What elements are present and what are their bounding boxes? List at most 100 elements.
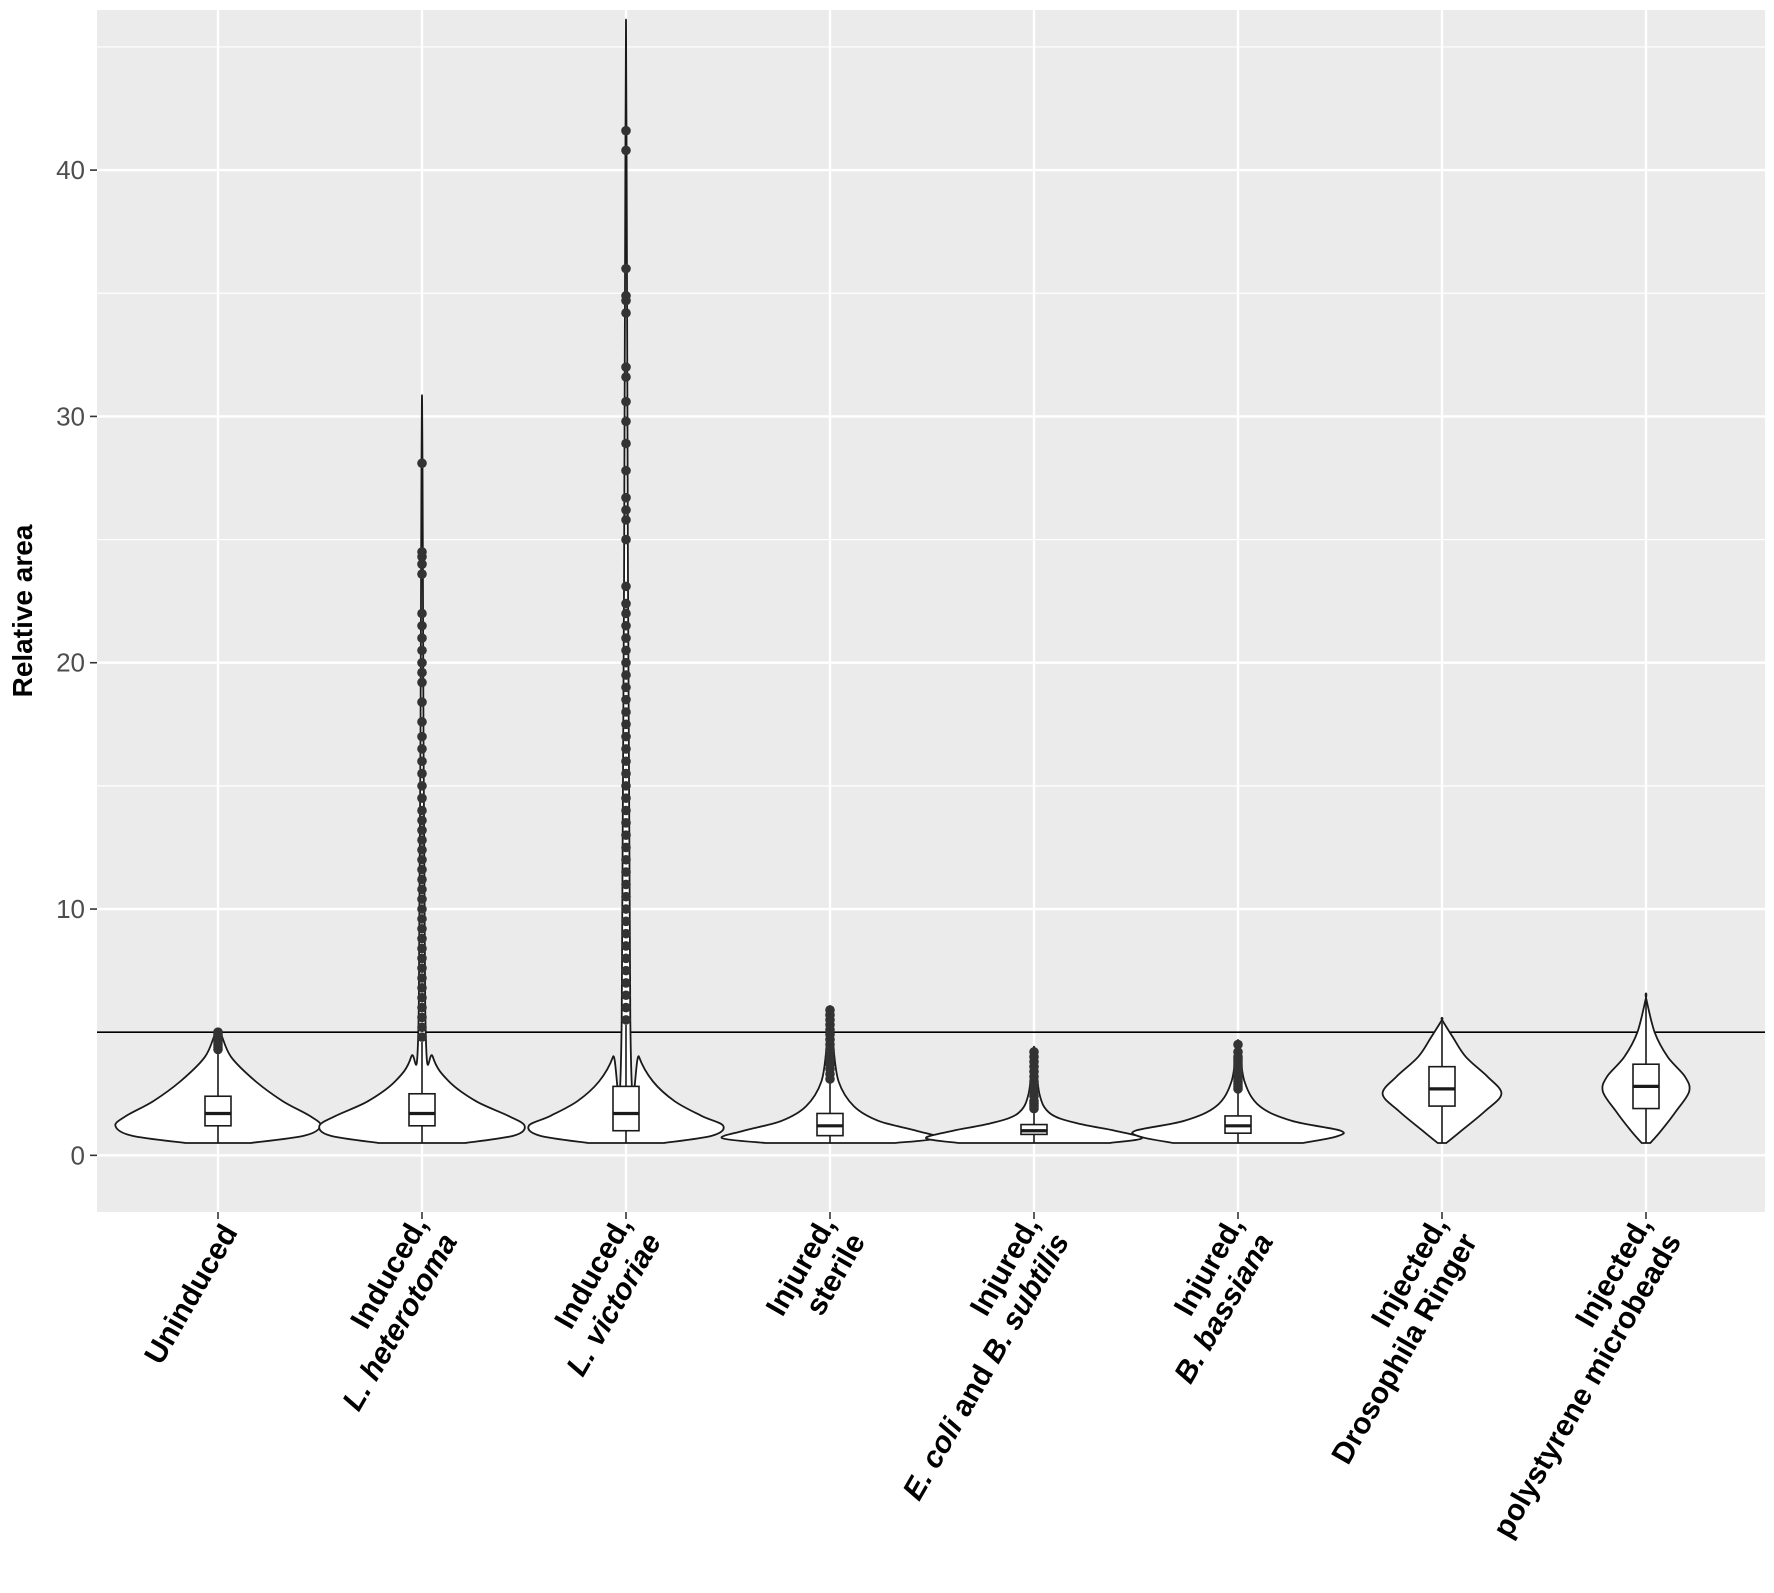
x-tick-label: Injected,Drosophila Ringer <box>1325 1211 1484 1470</box>
outlier-point <box>621 682 631 693</box>
outlier-point <box>417 569 427 579</box>
x-tick-label: Injured,E. coli and B. subtilis <box>897 1211 1076 1506</box>
outlier-point <box>417 845 427 855</box>
outlier-point <box>417 923 427 934</box>
outlier-point <box>417 953 427 964</box>
violin-group <box>1381 1016 1503 1144</box>
outlier-point <box>621 396 631 407</box>
violin-group <box>720 1004 940 1144</box>
outlier-point <box>621 633 631 643</box>
outlier-point <box>417 884 427 895</box>
outlier-point <box>1029 1047 1039 1057</box>
outlier-point <box>417 904 427 914</box>
outlier-point <box>417 633 427 643</box>
outlier-point <box>621 263 631 274</box>
y-tick-label: 40 <box>56 155 85 185</box>
outlier-point <box>417 731 427 742</box>
outlier-point <box>621 768 631 779</box>
violin-group <box>114 1027 322 1144</box>
outlier-point <box>417 458 427 469</box>
y-tick-label: 30 <box>56 401 85 431</box>
outlier-point <box>417 933 427 944</box>
y-axis: 0 10 20 30 40 <box>56 155 97 1170</box>
x-tick-label: Induced,L. heterotoma <box>336 1211 464 1416</box>
violin-shape <box>527 18 725 1144</box>
outlier-point <box>621 990 631 1001</box>
y-axis-title: Relative area <box>7 524 38 697</box>
x-tick-label: Injected,polystyrene microbeads <box>1487 1211 1688 1543</box>
outlier-point <box>621 290 631 301</box>
plot-panel <box>97 10 1765 1212</box>
outlier-point <box>621 731 631 742</box>
outlier-point <box>621 1015 631 1025</box>
outlier-point <box>417 874 427 885</box>
outlier-point <box>621 465 631 476</box>
violin-group <box>925 1045 1143 1144</box>
outlier-point <box>621 438 631 449</box>
outlier-point <box>621 645 631 656</box>
outlier-point <box>621 416 631 427</box>
outlier-point <box>417 1032 427 1042</box>
outlier-point <box>1233 1047 1243 1057</box>
outlier-point <box>417 943 427 954</box>
box <box>1428 1065 1456 1107</box>
outlier-point <box>621 805 631 816</box>
outlier-point <box>621 707 631 717</box>
outlier-point <box>417 620 427 631</box>
outlier-point <box>417 1002 427 1013</box>
outlier-point <box>621 867 631 877</box>
outlier-point <box>621 492 631 503</box>
outlier-point <box>621 891 631 902</box>
outlier-point <box>417 657 427 668</box>
outlier-point <box>417 805 427 816</box>
x-label-line1: Uninduced <box>138 1219 244 1370</box>
violin-group <box>527 18 725 1144</box>
outlier-point <box>417 547 427 557</box>
violin-group <box>1601 992 1691 1144</box>
outlier-point <box>417 894 427 904</box>
x-label-part: polystyrene microbeads <box>1487 1228 1688 1543</box>
outlier-point <box>621 694 631 705</box>
outlier-point <box>621 719 631 730</box>
outlier-point <box>621 854 631 865</box>
outlier-point <box>621 657 631 668</box>
outlier-point <box>621 620 631 631</box>
outlier-point <box>417 1022 427 1033</box>
x-axis: Uninduced Induced,L. heterotoma Induced,L.… <box>138 1211 1688 1543</box>
outlier-point <box>417 983 427 993</box>
outlier-point <box>621 965 631 976</box>
x-label-part: E. coli <box>897 1412 970 1506</box>
outlier-point <box>621 515 631 525</box>
outlier-point <box>621 928 631 939</box>
outlier-point <box>621 756 631 767</box>
outlier-point <box>621 781 631 791</box>
outlier-point <box>621 744 631 754</box>
outlier-point <box>417 854 427 865</box>
outlier-point <box>417 697 427 707</box>
outlier-point <box>621 818 631 828</box>
outlier-point <box>621 842 631 853</box>
outlier-point <box>417 744 427 754</box>
box <box>612 1085 640 1132</box>
outlier-point <box>417 645 427 656</box>
outlier-point <box>825 1005 835 1015</box>
outlier-point <box>417 608 427 619</box>
x-tick-label: Injured,B. bassiana <box>1168 1211 1280 1389</box>
violin-group <box>318 394 526 1144</box>
outlier-point <box>417 667 427 678</box>
outlier-point <box>417 825 427 836</box>
x-label-line2: polystyrene microbeads <box>1487 1228 1688 1543</box>
outlier-point <box>621 978 631 988</box>
outlier-point <box>621 145 631 156</box>
violin-group <box>1131 1039 1345 1144</box>
y-tick-label: 20 <box>56 648 85 678</box>
outlier-point <box>621 941 631 951</box>
y-tick-label: 10 <box>56 894 85 924</box>
outlier-point <box>417 992 427 1003</box>
outlier-point <box>417 914 427 924</box>
violins <box>114 18 1691 1144</box>
grid-lines <box>97 10 1765 1212</box>
outlier-point <box>621 362 631 372</box>
x-tick-label: Uninduced <box>138 1219 244 1370</box>
outlier-point <box>621 953 631 964</box>
